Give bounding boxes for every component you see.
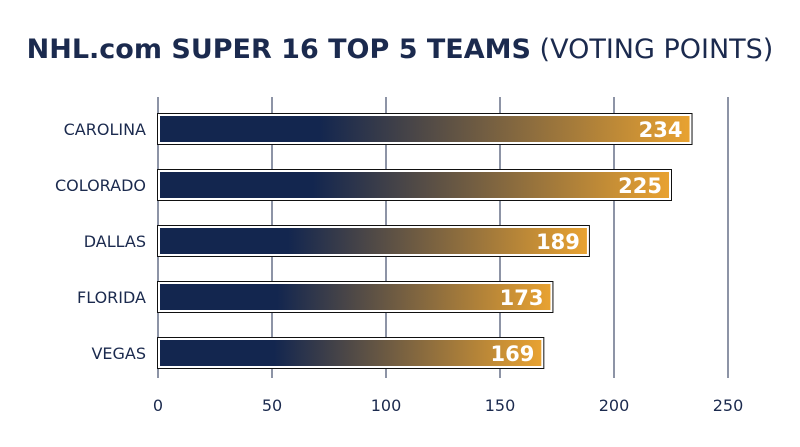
chart-title: NHL.com SUPER 16 TOP 5 TEAMS (VOTING POI… [0,34,800,65]
chart-title-sub: (VOTING POINTS) [539,34,774,65]
category-label: DALLAS [84,232,146,251]
x-tick-label: 250 [713,396,744,415]
bar-value-label: 189 [536,230,580,254]
category-label: CAROLINA [64,120,146,139]
x-tick-label: 100 [371,396,402,415]
chart-title-main: NHL.com SUPER 16 TOP 5 TEAMS [26,34,531,65]
bar [160,340,542,366]
bar [160,284,551,310]
x-tick-label: 50 [262,396,282,415]
x-tick-label: 0 [153,396,163,415]
x-tick-label: 200 [599,396,630,415]
category-label: FLORIDA [77,288,146,307]
category-label: VEGAS [91,344,146,363]
bar-value-label: 234 [639,118,683,142]
x-tick-label: 150 [485,396,516,415]
bar [160,172,669,198]
category-label: COLORADO [55,176,146,195]
bar [160,228,587,254]
bar-value-label: 173 [500,286,544,310]
bar [160,116,690,142]
bar-value-label: 169 [490,342,534,366]
bar-value-label: 225 [618,174,662,198]
